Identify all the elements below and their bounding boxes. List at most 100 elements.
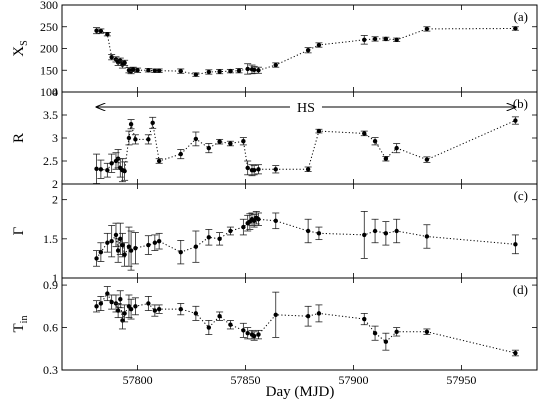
data-marker bbox=[252, 168, 256, 172]
data-point bbox=[205, 70, 212, 74]
data-marker bbox=[373, 37, 377, 41]
y-axis-label-ratio: R bbox=[11, 133, 27, 143]
data-point bbox=[372, 219, 379, 243]
data-marker bbox=[384, 231, 388, 235]
data-point bbox=[393, 144, 400, 153]
data-marker bbox=[373, 139, 377, 143]
data-point bbox=[192, 231, 199, 262]
data-marker bbox=[241, 328, 245, 332]
data-point bbox=[104, 163, 111, 177]
data-marker bbox=[118, 297, 122, 301]
data-marker bbox=[228, 323, 232, 327]
data-marker bbox=[179, 69, 183, 73]
data-point bbox=[240, 138, 247, 145]
data-marker bbox=[425, 234, 429, 238]
data-marker bbox=[146, 68, 150, 72]
data-marker bbox=[245, 67, 249, 71]
x-tick-label: 57950 bbox=[446, 373, 476, 387]
data-point bbox=[361, 313, 368, 324]
data-marker bbox=[274, 167, 278, 171]
data-marker bbox=[274, 219, 278, 223]
data-marker bbox=[116, 248, 120, 252]
data-point bbox=[192, 306, 199, 320]
data-point bbox=[512, 117, 519, 124]
data-marker bbox=[317, 231, 321, 235]
panel-label-xs: (a) bbox=[514, 9, 528, 24]
data-marker bbox=[194, 72, 198, 76]
data-marker bbox=[373, 229, 377, 233]
data-marker bbox=[317, 43, 321, 47]
panel-label-ratio: (b) bbox=[513, 96, 528, 111]
data-marker bbox=[127, 136, 131, 140]
data-marker bbox=[274, 63, 278, 67]
panel-gamma: 11.52Γ(c) bbox=[11, 184, 537, 285]
data-marker bbox=[194, 244, 198, 248]
x-axis-label: Day (MJD) bbox=[266, 384, 335, 400]
data-point bbox=[423, 225, 430, 249]
data-point bbox=[372, 326, 379, 340]
data-marker bbox=[129, 122, 133, 126]
data-marker bbox=[120, 243, 124, 247]
data-marker bbox=[99, 29, 103, 33]
data-marker bbox=[157, 239, 161, 243]
data-point bbox=[393, 219, 400, 243]
data-point bbox=[145, 296, 152, 310]
data-point bbox=[145, 68, 152, 72]
data-marker bbox=[306, 48, 310, 52]
data-marker bbox=[135, 68, 139, 72]
data-marker bbox=[362, 38, 366, 42]
data-marker bbox=[252, 334, 256, 338]
data-point bbox=[156, 233, 163, 249]
data-marker bbox=[99, 250, 103, 254]
data-point bbox=[177, 240, 184, 264]
data-point bbox=[104, 233, 111, 252]
data-marker bbox=[109, 55, 113, 59]
data-marker bbox=[256, 217, 260, 221]
data-point bbox=[240, 219, 247, 235]
data-point bbox=[512, 235, 519, 254]
data-marker bbox=[252, 68, 256, 72]
data-marker bbox=[94, 304, 98, 308]
data-marker bbox=[245, 166, 249, 170]
data-marker bbox=[228, 141, 232, 145]
data-marker bbox=[129, 248, 133, 252]
data-point bbox=[145, 236, 152, 255]
y-axis-label-xs: XS bbox=[11, 40, 30, 56]
data-marker bbox=[306, 314, 310, 318]
data-marker bbox=[228, 69, 232, 73]
y-tick-label: 3.5 bbox=[43, 108, 58, 122]
data-marker bbox=[306, 167, 310, 171]
data-marker bbox=[256, 167, 260, 171]
data-marker bbox=[207, 146, 211, 150]
data-marker bbox=[245, 331, 249, 335]
data-marker bbox=[394, 146, 398, 150]
data-marker bbox=[114, 233, 118, 237]
data-point bbox=[305, 48, 312, 53]
data-point bbox=[315, 129, 322, 133]
data-point bbox=[315, 305, 322, 322]
data-point bbox=[512, 350, 519, 356]
data-point bbox=[177, 303, 184, 314]
data-marker bbox=[179, 250, 183, 254]
data-marker bbox=[179, 152, 183, 156]
data-point bbox=[382, 156, 389, 161]
data-marker bbox=[150, 121, 154, 125]
data-marker bbox=[146, 301, 150, 305]
y-tick-label: 1.5 bbox=[43, 232, 58, 246]
data-point bbox=[177, 150, 184, 159]
data-marker bbox=[373, 331, 377, 335]
data-marker bbox=[109, 161, 113, 165]
panels: 100 150 200 250 300 XS (a) 2 2.5 3 3.5 4 R (b) HS 1 1.5 2… bbox=[11, 0, 537, 387]
data-marker bbox=[133, 137, 137, 141]
data-marker bbox=[105, 168, 109, 172]
y-tick-label: 300 bbox=[40, 0, 58, 12]
data-marker bbox=[217, 237, 221, 241]
data-marker bbox=[256, 332, 260, 336]
panel-xs-frame bbox=[62, 5, 537, 92]
y-tick-label: 2 bbox=[52, 193, 58, 207]
data-marker bbox=[122, 169, 126, 173]
data-point bbox=[151, 305, 158, 316]
data-point bbox=[192, 132, 199, 146]
data-marker bbox=[109, 300, 113, 304]
